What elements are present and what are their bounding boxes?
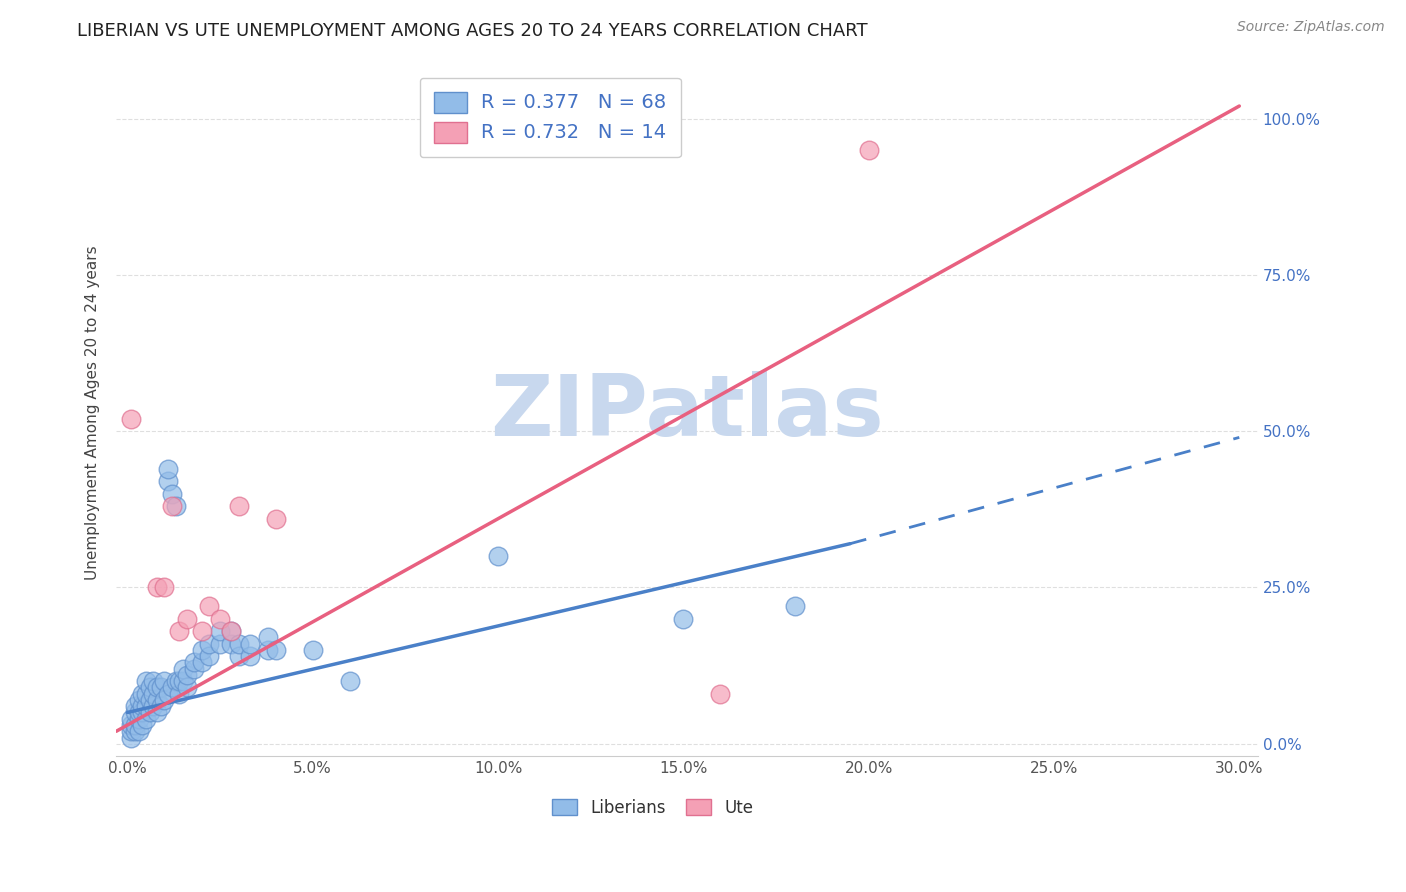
Point: [128, 693, 150, 707]
Legend: Liberians, Ute: Liberians, Ute: [546, 792, 761, 823]
Point: [124, 706, 146, 720]
Point: [169, 624, 191, 639]
Point: [228, 649, 250, 664]
Point: [153, 581, 176, 595]
Point: [120, 731, 142, 745]
Point: [160, 681, 183, 695]
Point: [120, 724, 142, 739]
Point: [709, 687, 731, 701]
Point: [165, 499, 187, 513]
Point: [138, 681, 160, 695]
Point: [183, 656, 205, 670]
Point: [142, 687, 165, 701]
Point: [257, 631, 280, 645]
Point: [264, 643, 287, 657]
Point: [190, 643, 212, 657]
Point: [160, 486, 183, 500]
Point: [169, 687, 191, 701]
Point: [146, 693, 169, 707]
Point: [138, 706, 160, 720]
Point: [146, 581, 169, 595]
Point: [219, 624, 242, 639]
Point: [198, 637, 221, 651]
Text: ZIPatlas: ZIPatlas: [491, 371, 884, 454]
Point: [209, 637, 232, 651]
Point: [190, 624, 212, 639]
Point: [131, 718, 153, 732]
Point: [228, 637, 250, 651]
Point: [120, 718, 142, 732]
Point: [239, 637, 262, 651]
Point: [858, 143, 880, 157]
Point: [135, 712, 157, 726]
Point: [169, 674, 191, 689]
Point: [142, 699, 165, 714]
Point: [176, 668, 198, 682]
Point: [149, 681, 172, 695]
Point: [146, 706, 169, 720]
Point: [257, 643, 280, 657]
Point: [209, 612, 232, 626]
Point: [131, 687, 153, 701]
Point: [138, 693, 160, 707]
Point: [198, 649, 221, 664]
Point: [783, 599, 806, 614]
Point: [131, 706, 153, 720]
Point: [135, 687, 157, 701]
Point: [219, 637, 242, 651]
Point: [157, 461, 180, 475]
Point: [142, 674, 165, 689]
Point: [239, 649, 262, 664]
Point: [165, 674, 187, 689]
Point: [120, 411, 142, 425]
Point: [124, 699, 146, 714]
Point: [264, 511, 287, 525]
Text: LIBERIAN VS UTE UNEMPLOYMENT AMONG AGES 20 TO 24 YEARS CORRELATION CHART: LIBERIAN VS UTE UNEMPLOYMENT AMONG AGES …: [77, 22, 868, 40]
Point: [486, 549, 509, 564]
Point: [120, 712, 142, 726]
Point: [124, 718, 146, 732]
Point: [172, 662, 194, 676]
Point: [124, 724, 146, 739]
Point: [219, 624, 242, 639]
Point: [157, 474, 180, 488]
Point: [131, 699, 153, 714]
Point: [157, 687, 180, 701]
Point: [176, 612, 198, 626]
Point: [128, 712, 150, 726]
Point: [128, 724, 150, 739]
Point: [160, 499, 183, 513]
Point: [153, 674, 176, 689]
Point: [135, 674, 157, 689]
Point: [672, 612, 695, 626]
Point: [153, 693, 176, 707]
Point: [146, 681, 169, 695]
Point: [128, 706, 150, 720]
Point: [228, 499, 250, 513]
Point: [190, 656, 212, 670]
Point: [176, 681, 198, 695]
Point: [209, 624, 232, 639]
Point: [172, 674, 194, 689]
Point: [339, 674, 361, 689]
Point: [135, 699, 157, 714]
Point: [183, 662, 205, 676]
Point: [149, 699, 172, 714]
Y-axis label: Unemployment Among Ages 20 to 24 years: Unemployment Among Ages 20 to 24 years: [86, 245, 100, 580]
Point: [301, 643, 323, 657]
Text: Source: ZipAtlas.com: Source: ZipAtlas.com: [1237, 20, 1385, 34]
Point: [198, 599, 221, 614]
